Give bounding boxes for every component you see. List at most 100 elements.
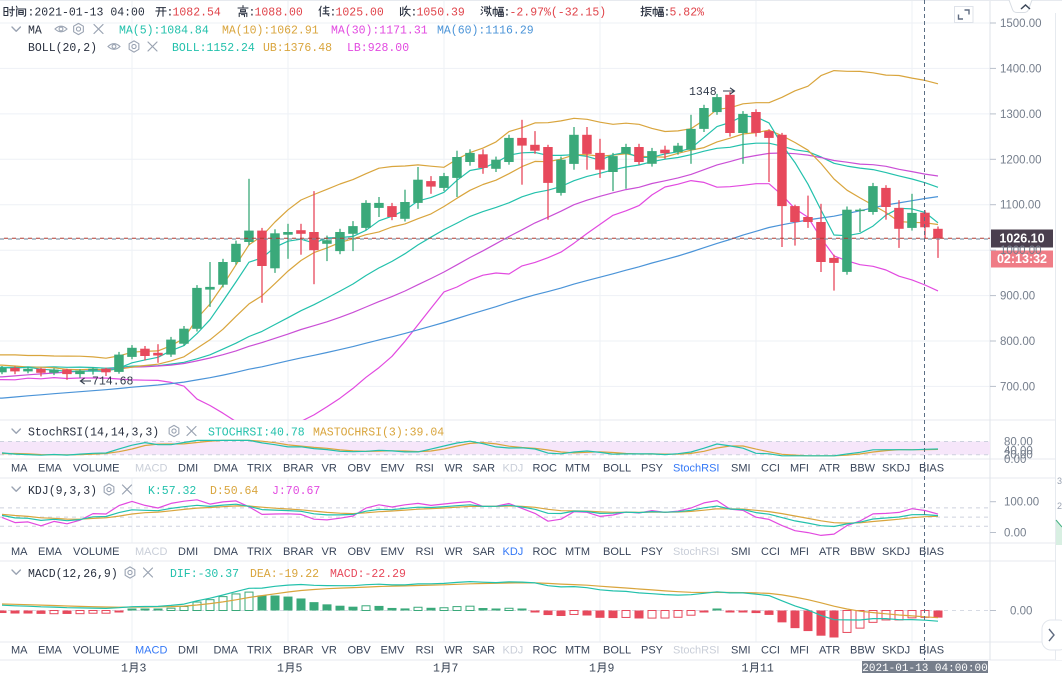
svg-text:BBW: BBW — [850, 645, 876, 657]
svg-text:K:57.32: K:57.32 — [148, 485, 196, 498]
svg-text:0.00: 0.00 — [1004, 528, 1026, 540]
svg-text:SAR: SAR — [473, 546, 496, 558]
svg-text:1088.00: 1088.00 — [255, 7, 303, 20]
svg-text:UB:1376.48: UB:1376.48 — [263, 42, 332, 55]
svg-text:VOLUME: VOLUME — [73, 463, 119, 475]
svg-text:MACD: MACD — [135, 645, 167, 657]
svg-text:StochRSI(14,14,3,3): StochRSI(14,14,3,3) — [28, 427, 159, 440]
svg-text:9: 9 — [608, 663, 615, 673]
svg-text:StochRSI: StochRSI — [673, 463, 719, 475]
svg-text:MA: MA — [28, 25, 42, 38]
svg-text:SAR: SAR — [473, 463, 496, 475]
svg-text:BIAS: BIAS — [919, 645, 944, 657]
svg-text:MA: MA — [11, 546, 28, 558]
svg-text:1000.00: 1000.00 — [1000, 245, 1042, 257]
svg-text:MACD:-22.29: MACD:-22.29 — [330, 568, 406, 581]
svg-text:SMI: SMI — [731, 546, 751, 558]
svg-text:1300.00: 1300.00 — [1000, 109, 1042, 121]
svg-text:1: 1 — [742, 663, 749, 673]
svg-text:KDJ: KDJ — [503, 645, 524, 657]
svg-text:KDJ(9,3,3): KDJ(9,3,3) — [28, 485, 97, 498]
svg-text:1: 1 — [433, 663, 440, 673]
svg-text:900.00: 900.00 — [1000, 291, 1035, 303]
svg-text:BRAR: BRAR — [283, 645, 314, 657]
svg-text:RSI: RSI — [416, 546, 434, 558]
svg-text:LB:928.00: LB:928.00 — [347, 42, 409, 55]
svg-text:0.00: 0.00 — [1010, 606, 1032, 618]
svg-text:CCI: CCI — [761, 645, 780, 657]
svg-text:DEA:-19.22: DEA:-19.22 — [250, 568, 319, 581]
svg-text:SAR: SAR — [473, 645, 496, 657]
svg-text:ROC: ROC — [533, 546, 558, 558]
svg-text:ROC: ROC — [533, 645, 558, 657]
svg-text:5.82%: 5.82% — [670, 7, 705, 20]
svg-text:2021-01-13 04:00:00: 2021-01-13 04:00:00 — [862, 663, 987, 673]
svg-text:WR: WR — [445, 546, 463, 558]
svg-text:1400.00: 1400.00 — [1000, 63, 1042, 75]
svg-text:1: 1 — [277, 663, 284, 673]
svg-text:TRIX: TRIX — [247, 463, 273, 475]
svg-text:1348: 1348 — [689, 86, 717, 99]
svg-text:BOLL: BOLL — [603, 463, 631, 475]
svg-text:CCI: CCI — [761, 546, 780, 558]
svg-text:DMI: DMI — [178, 463, 198, 475]
svg-text:SMI: SMI — [731, 463, 751, 475]
svg-text:714.68: 714.68 — [92, 376, 134, 389]
svg-text:BOLL(20,2): BOLL(20,2) — [28, 42, 97, 55]
svg-text:1200.00: 1200.00 — [1000, 154, 1042, 166]
svg-text:MA(60):1116.29: MA(60):1116.29 — [437, 25, 534, 38]
svg-text:MA(5):1084.84: MA(5):1084.84 — [119, 25, 209, 38]
svg-text:DMA: DMA — [214, 546, 239, 558]
svg-text:MFI: MFI — [790, 463, 809, 475]
svg-text:1: 1 — [589, 663, 596, 673]
svg-text:ATR: ATR — [819, 645, 840, 657]
svg-text:TRIX: TRIX — [247, 546, 273, 558]
svg-text:DIF:-30.37: DIF:-30.37 — [170, 568, 239, 581]
svg-text::: : — [504, 7, 511, 20]
svg-text:800.00: 800.00 — [1000, 336, 1035, 348]
svg-text:BIAS: BIAS — [919, 546, 944, 558]
svg-text:RSI: RSI — [416, 645, 434, 657]
svg-text:1082.54: 1082.54 — [173, 7, 221, 20]
svg-text:VOLUME: VOLUME — [73, 546, 119, 558]
svg-text:OBV: OBV — [348, 645, 372, 657]
svg-text:MFI: MFI — [790, 546, 809, 558]
svg-text:BOLL:1152.24: BOLL:1152.24 — [172, 42, 255, 55]
svg-text:PSY: PSY — [641, 463, 664, 475]
svg-text:VR: VR — [322, 645, 337, 657]
svg-text:1026.10: 1026.10 — [999, 232, 1044, 246]
svg-text:ROC: ROC — [533, 463, 558, 475]
svg-text:SMI: SMI — [731, 645, 751, 657]
svg-text:MTM: MTM — [565, 463, 590, 475]
svg-text::: : — [411, 7, 418, 20]
svg-text:1100.00: 1100.00 — [1000, 200, 1041, 212]
svg-text:MA: MA — [11, 645, 28, 657]
svg-text:DMA: DMA — [214, 463, 239, 475]
svg-text:MTM: MTM — [565, 546, 590, 558]
svg-text:40.00: 40.00 — [1004, 445, 1033, 457]
svg-text::: : — [167, 7, 174, 20]
svg-text:0.00: 0.00 — [1004, 454, 1026, 466]
svg-text:STOCHRSI:40.78: STOCHRSI:40.78 — [208, 427, 305, 440]
svg-text:PSY: PSY — [641, 645, 664, 657]
svg-text:SKDJ: SKDJ — [882, 546, 910, 558]
svg-text::2021-01-13 04:00: :2021-01-13 04:00 — [28, 7, 145, 20]
svg-text:ATR: ATR — [819, 463, 840, 475]
svg-text:1500.00: 1500.00 — [1000, 18, 1042, 30]
svg-text:RSI: RSI — [416, 463, 434, 475]
svg-text:D:50.64: D:50.64 — [210, 485, 258, 498]
svg-text:MA: MA — [11, 463, 28, 475]
svg-text:TRIX: TRIX — [247, 645, 273, 657]
svg-text:BOLL: BOLL — [603, 645, 631, 657]
svg-text:BBW: BBW — [850, 546, 876, 558]
svg-text:EMA: EMA — [38, 645, 63, 657]
svg-text:80.00: 80.00 — [1004, 437, 1033, 449]
svg-text:EMV: EMV — [381, 463, 406, 475]
svg-text:MACD(12,26,9): MACD(12,26,9) — [28, 568, 118, 581]
svg-text:CCI: CCI — [761, 463, 780, 475]
svg-text::: : — [330, 7, 337, 20]
svg-text:1: 1 — [121, 663, 128, 673]
svg-text:OBV: OBV — [348, 546, 372, 558]
svg-text:MA(30):1171.31: MA(30):1171.31 — [331, 25, 428, 38]
svg-text::: : — [664, 7, 671, 20]
